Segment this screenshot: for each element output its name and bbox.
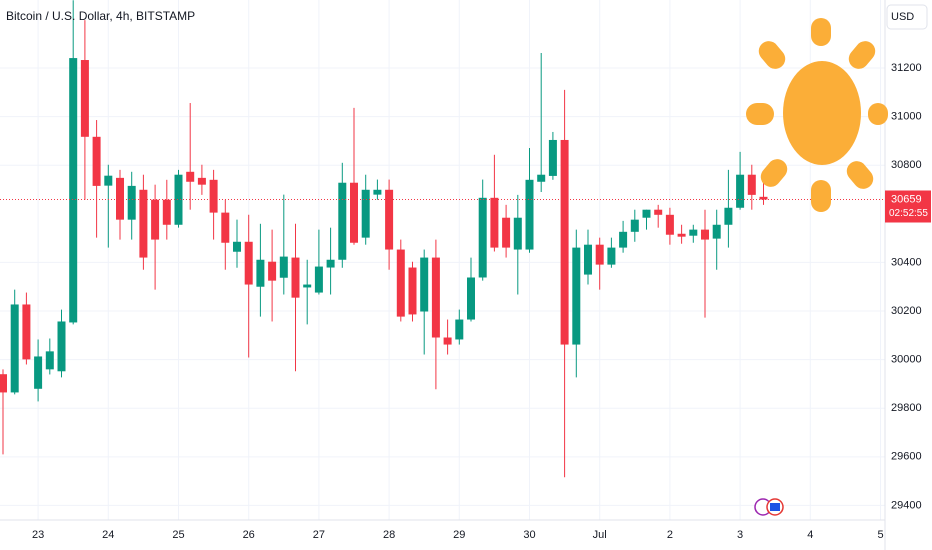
- candle-body: [478, 197, 487, 278]
- candle-body: [291, 257, 300, 298]
- candle-body: [326, 259, 335, 268]
- currency-label[interactable]: USD: [891, 11, 914, 23]
- x-tick-label: 30: [523, 529, 535, 541]
- x-tick-label: 24: [102, 529, 114, 541]
- candle-body: [759, 196, 768, 200]
- candle-body: [560, 139, 569, 345]
- candle-body: [57, 321, 66, 372]
- candle-body: [677, 233, 686, 237]
- candle-body: [689, 229, 698, 236]
- x-tick-label: 27: [313, 529, 325, 541]
- candle-body: [712, 224, 721, 239]
- candle-body: [92, 136, 101, 186]
- x-tick-label: 2: [667, 529, 673, 541]
- candle-body: [537, 174, 546, 182]
- candle-body: [34, 356, 43, 389]
- candle-body: [80, 60, 89, 137]
- candle-body: [490, 197, 499, 248]
- sun-icon: [746, 18, 888, 212]
- candle-body: [116, 177, 124, 220]
- candle-body: [174, 174, 183, 225]
- candle-body: [443, 337, 452, 345]
- candle-body: [548, 139, 557, 176]
- candle-body: [525, 179, 534, 250]
- candle-body: [747, 174, 756, 195]
- candle-body: [619, 231, 628, 248]
- candle-body: [256, 259, 265, 287]
- currency-button[interactable]: [886, 4, 928, 30]
- x-tick-label: 29: [453, 529, 465, 541]
- x-tick-label: 28: [383, 529, 395, 541]
- candle-body: [467, 277, 475, 320]
- candle-body: [595, 244, 604, 265]
- y-tick-label: 30200: [891, 305, 922, 317]
- candle-body: [455, 319, 464, 340]
- candle-body: [139, 189, 148, 258]
- candle-body: [268, 261, 277, 281]
- candle-body: [209, 179, 218, 213]
- x-tick-label: 25: [172, 529, 184, 541]
- candle-body: [244, 241, 253, 285]
- candles: [0, 0, 885, 478]
- candle-body: [303, 284, 312, 288]
- x-tick-label: 26: [243, 529, 255, 541]
- y-tick-label: 30000: [891, 354, 922, 366]
- candle-body: [10, 304, 19, 393]
- candle-body: [0, 374, 7, 393]
- y-tick-label: 29800: [891, 402, 922, 414]
- x-tick-label: 4: [807, 529, 813, 541]
- x-tick-label: 23: [32, 529, 44, 541]
- candle-body: [736, 174, 745, 208]
- last-price-box: [885, 190, 931, 223]
- candle-body: [221, 212, 230, 243]
- candle-body: [350, 182, 358, 243]
- candle-body: [513, 217, 522, 250]
- x-tick-label: Jul: [593, 529, 607, 541]
- y-tick-label: 29400: [891, 499, 922, 511]
- candle-body: [420, 257, 429, 312]
- candle-body: [701, 229, 709, 240]
- candle-body: [630, 219, 639, 232]
- candle-body: [22, 304, 31, 360]
- candle-body: [396, 249, 405, 317]
- candle-body: [584, 244, 592, 275]
- candle-body: [502, 217, 511, 248]
- x-tick-label: 5: [877, 529, 883, 541]
- candle-body: [69, 58, 78, 323]
- y-tick-label: 30800: [891, 159, 922, 171]
- chart-title: Bitcoin / U.S. Dollar, 4h, BITSTAMP: [6, 9, 195, 23]
- candle-body: [233, 241, 241, 252]
- candle-body: [151, 199, 160, 240]
- candle-body: [607, 247, 616, 265]
- logo: [754, 498, 784, 516]
- candle-body: [431, 257, 440, 338]
- axes: 29400 29600 29800 30000 30200 30400 30800 31000…: [32, 62, 931, 541]
- candle-body: [373, 189, 382, 195]
- candle-body: [338, 182, 347, 260]
- y-tick-label: 30400: [891, 256, 922, 268]
- candle-body: [104, 175, 113, 186]
- candle-body: [127, 185, 136, 220]
- countdown-label: 02:52:55: [889, 208, 928, 219]
- y-tick-label: 31200: [891, 62, 922, 74]
- candle-body: [361, 189, 370, 238]
- candle-body: [665, 214, 674, 235]
- candle-body: [279, 256, 288, 278]
- candle-body: [162, 199, 171, 225]
- candle-body: [654, 209, 663, 215]
- candle-body: [408, 267, 417, 315]
- candle-body: [314, 266, 323, 293]
- last-price-label: 30659: [891, 193, 922, 205]
- candle-body: [186, 171, 195, 182]
- y-tick-label: 31000: [891, 111, 922, 123]
- candle-body: [724, 207, 733, 225]
- candle-body: [45, 351, 54, 370]
- candle-body: [572, 247, 581, 345]
- candle-body: [197, 177, 206, 185]
- candle-body: [642, 209, 651, 218]
- x-tick-label: 3: [737, 529, 743, 541]
- candle-body: [385, 189, 394, 250]
- y-tick-label: 29600: [891, 451, 922, 463]
